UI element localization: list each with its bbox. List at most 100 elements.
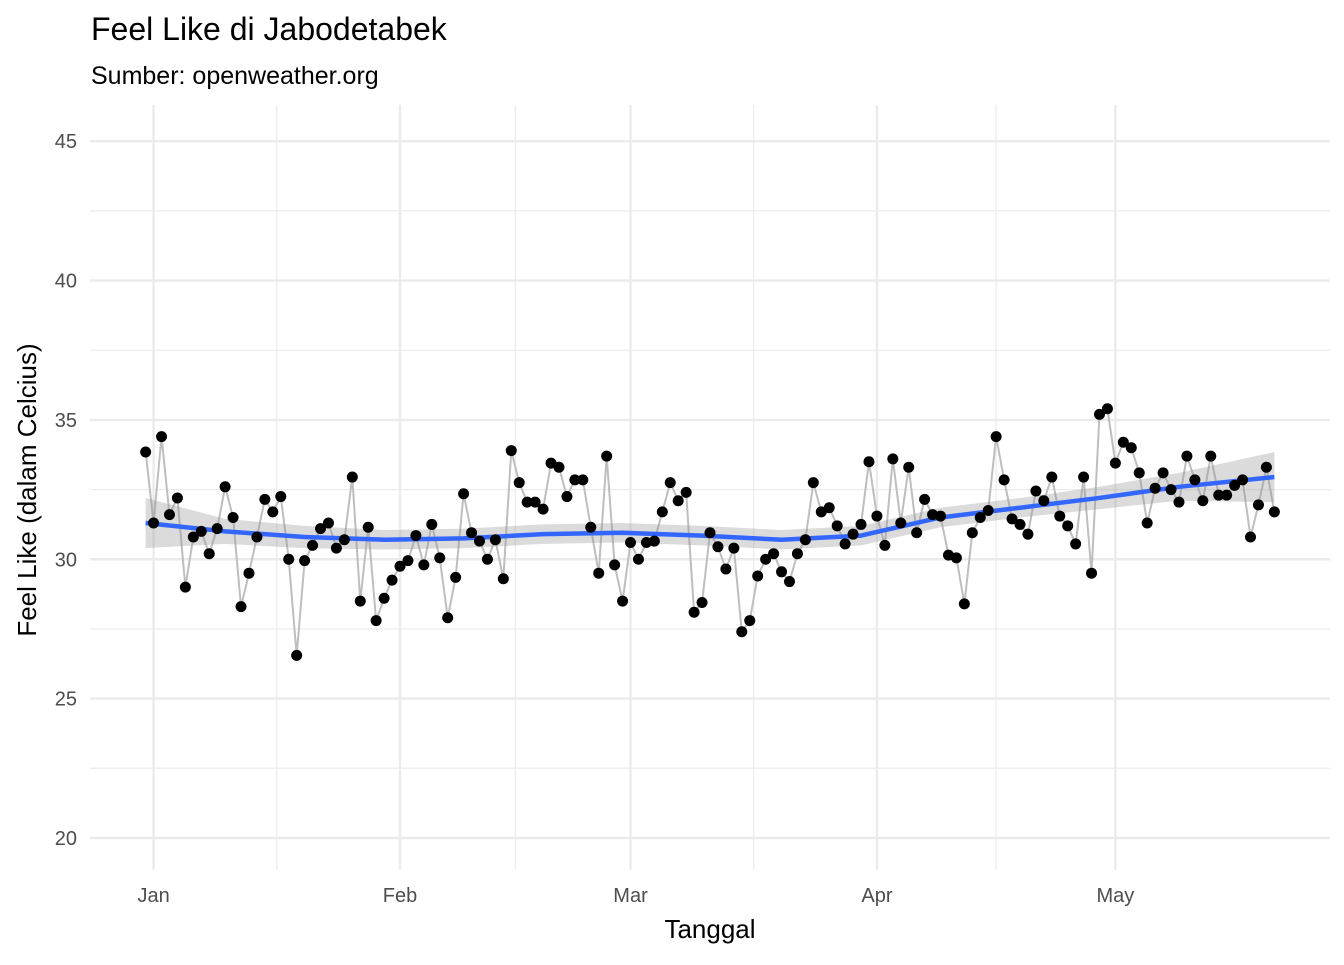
y-tick-label: 25: [55, 689, 77, 711]
data-point: [148, 517, 160, 529]
data-point: [1229, 479, 1241, 491]
data-point: [1030, 485, 1042, 497]
data-point: [362, 521, 374, 533]
data-point: [1006, 513, 1018, 525]
plot: [140, 403, 1280, 661]
data-point: [402, 555, 414, 567]
data-point: [315, 523, 327, 535]
data-point: [1054, 510, 1066, 522]
data-point: [521, 496, 533, 508]
data-point: [1268, 506, 1280, 518]
data-point: [537, 503, 549, 515]
data-point: [259, 493, 271, 505]
data-point: [386, 574, 398, 586]
data-point: [577, 474, 589, 486]
data-point: [1014, 518, 1026, 530]
data-point: [299, 555, 311, 567]
data-point: [887, 453, 899, 465]
y-tick-label: 30: [55, 549, 77, 571]
data-point: [871, 510, 883, 522]
data-point: [1038, 495, 1050, 507]
data-point: [434, 552, 446, 564]
data-point: [235, 601, 247, 613]
data-point: [1245, 531, 1257, 543]
data-point: [799, 534, 811, 546]
data-point: [966, 527, 978, 539]
chart-title: Feel Like di Jabodetabek: [91, 11, 448, 47]
y-tick-label: 45: [55, 131, 77, 153]
data-point: [760, 553, 772, 565]
data-point: [219, 481, 231, 493]
data-point: [1141, 517, 1153, 529]
data-point: [330, 542, 342, 554]
data-point: [895, 517, 907, 529]
data-point: [275, 491, 287, 503]
data-point: [680, 486, 692, 498]
data-point: [497, 573, 509, 585]
chart-subtitle: Sumber: openweather.org: [91, 62, 379, 90]
data-point: [187, 531, 199, 543]
data-point: [553, 461, 565, 473]
data-point: [1197, 495, 1209, 507]
data-point: [688, 606, 700, 618]
data-point: [466, 527, 478, 539]
data-point: [227, 511, 239, 523]
data-point: [1117, 436, 1129, 448]
data-point: [140, 446, 152, 458]
data-point: [410, 530, 422, 542]
data-point: [203, 548, 215, 560]
data-point: [1133, 467, 1145, 479]
data-point: [863, 456, 875, 468]
data-point: [783, 576, 795, 588]
data-point: [442, 612, 454, 624]
data-point: [1181, 450, 1193, 462]
data-point: [1125, 442, 1137, 454]
data-point: [1260, 461, 1272, 473]
data-point: [1022, 528, 1034, 540]
data-point: [919, 493, 931, 505]
data-point: [338, 534, 350, 546]
x-tick-label: Feb: [383, 885, 417, 907]
data-point: [752, 570, 764, 582]
data-point: [505, 445, 517, 457]
data-point: [1237, 474, 1249, 486]
data-point: [839, 538, 851, 550]
data-point: [609, 559, 621, 571]
data-point: [728, 542, 740, 554]
x-tick-label: Apr: [861, 885, 892, 907]
x-tick-label: Jan: [137, 885, 169, 907]
data-point: [561, 491, 573, 503]
data-point: [696, 596, 708, 608]
data-point: [529, 496, 541, 508]
data-point: [513, 477, 525, 489]
data-point: [1149, 482, 1161, 494]
data-point: [791, 548, 803, 560]
data-point: [370, 615, 382, 627]
data-point: [473, 535, 485, 547]
data-point: [855, 518, 867, 530]
data-point: [1189, 474, 1201, 486]
data-point: [935, 510, 947, 522]
data-point: [1205, 450, 1217, 462]
data-point: [903, 461, 915, 473]
y-tick-label: 40: [55, 271, 77, 293]
data-point: [1046, 471, 1058, 483]
data-point: [1221, 489, 1233, 501]
data-point: [1093, 408, 1105, 420]
x-axis-label: Tanggal: [664, 914, 755, 944]
data-point: [847, 528, 859, 540]
data-point: [593, 567, 605, 579]
data-point: [1252, 499, 1264, 511]
y-tick-label: 20: [55, 828, 77, 850]
data-point: [251, 531, 263, 543]
data-point: [1101, 403, 1113, 415]
data-point: [720, 563, 732, 575]
data-point: [156, 431, 168, 443]
data-point: [1070, 538, 1082, 550]
data-point: [1213, 489, 1225, 501]
data-point: [211, 523, 223, 535]
data-point: [712, 541, 724, 553]
data-point: [179, 581, 191, 593]
data-point: [283, 553, 295, 565]
data-point: [632, 553, 644, 565]
